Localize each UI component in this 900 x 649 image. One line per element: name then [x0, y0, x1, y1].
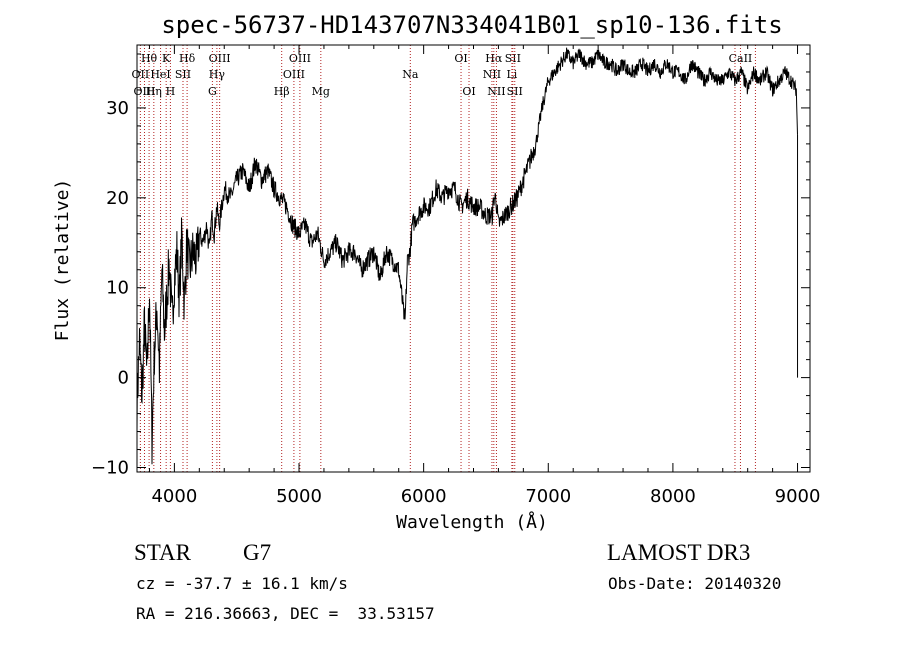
spectral-line-label: Mg: [312, 85, 330, 98]
spectral-line-label: K: [162, 52, 171, 65]
spectral-line-label: G: [208, 85, 217, 98]
obs-date: Obs-Date: 20140320: [608, 574, 782, 593]
spectral-line-label: HeI: [150, 68, 170, 81]
spectral-line-label: OIII: [209, 52, 231, 65]
y-tick-label: 20: [106, 188, 129, 209]
spectral-line-label: OII: [132, 68, 150, 81]
y-tick-label: −10: [91, 458, 129, 479]
spectral-line-label: SII: [507, 85, 523, 98]
survey-name: LAMOST DR3: [607, 540, 751, 565]
plot-frame: [136, 44, 811, 473]
y-tick-label: 10: [106, 278, 129, 299]
x-tick-label: 7000: [525, 486, 571, 507]
spectral-line-label: NII: [483, 68, 501, 81]
spectral-line-label: Hη: [146, 85, 162, 98]
spectral-line-label: OI: [462, 85, 475, 98]
spectral-line-label: SII: [175, 68, 191, 81]
spectrum-line: [136, 47, 798, 465]
spectral-class: G7: [243, 540, 272, 565]
spectral-line-label: H: [166, 85, 176, 98]
spectral-line-label: OIII: [283, 68, 305, 81]
axes-ticks: 4000 5000 6000 7000 8000 9000 −10 0 10 20 30: [91, 45, 820, 507]
spectral-line-label: Hβ: [274, 85, 290, 98]
ra-dec-info: RA = 216.36663, DEC = 33.53157: [136, 604, 435, 623]
spectral-line-label: Hγ: [209, 68, 226, 81]
spectral-line-label: SII: [505, 52, 521, 65]
spectral-line-label: Li: [506, 68, 517, 81]
spectral-line-label: Hδ: [179, 52, 196, 65]
spectral-line-label: OI: [454, 52, 467, 65]
x-tick-label: 6000: [401, 486, 447, 507]
y-tick-label: 0: [118, 368, 129, 389]
x-axis-label: Wavelength (Å): [396, 511, 548, 533]
x-tick-label: 9000: [775, 486, 821, 507]
spectral-line-label: CaII: [729, 52, 753, 65]
x-tick-label: 4000: [151, 486, 197, 507]
spectral-line-label: Na: [402, 68, 419, 81]
spectral-line-label: Hθ: [141, 52, 158, 65]
spectral-line-label: OIII: [133, 85, 155, 98]
x-tick-label: 5000: [276, 486, 322, 507]
chart-title: spec-56737-HD143707N334041B01_sp10-136.f…: [161, 11, 782, 39]
y-tick-label: 30: [106, 98, 129, 119]
y-axis-label: Flux (relative): [52, 179, 73, 342]
spectral-line-label: OIII: [289, 52, 311, 65]
spectrum-series: [136, 47, 799, 465]
spectral-lines: Hθ OII OIII K HeI Hη H Hδ SII OIII Hγ G Hβ OIII OIII Mg…: [132, 45, 756, 472]
x-tick-label: 8000: [650, 486, 696, 507]
spectral-line-label: NII: [487, 85, 505, 98]
redshift-info: cz = -37.7 ± 16.1 km/s: [136, 574, 348, 593]
spectral-line-label: Hα: [485, 52, 503, 65]
object-type: STAR: [134, 540, 191, 565]
